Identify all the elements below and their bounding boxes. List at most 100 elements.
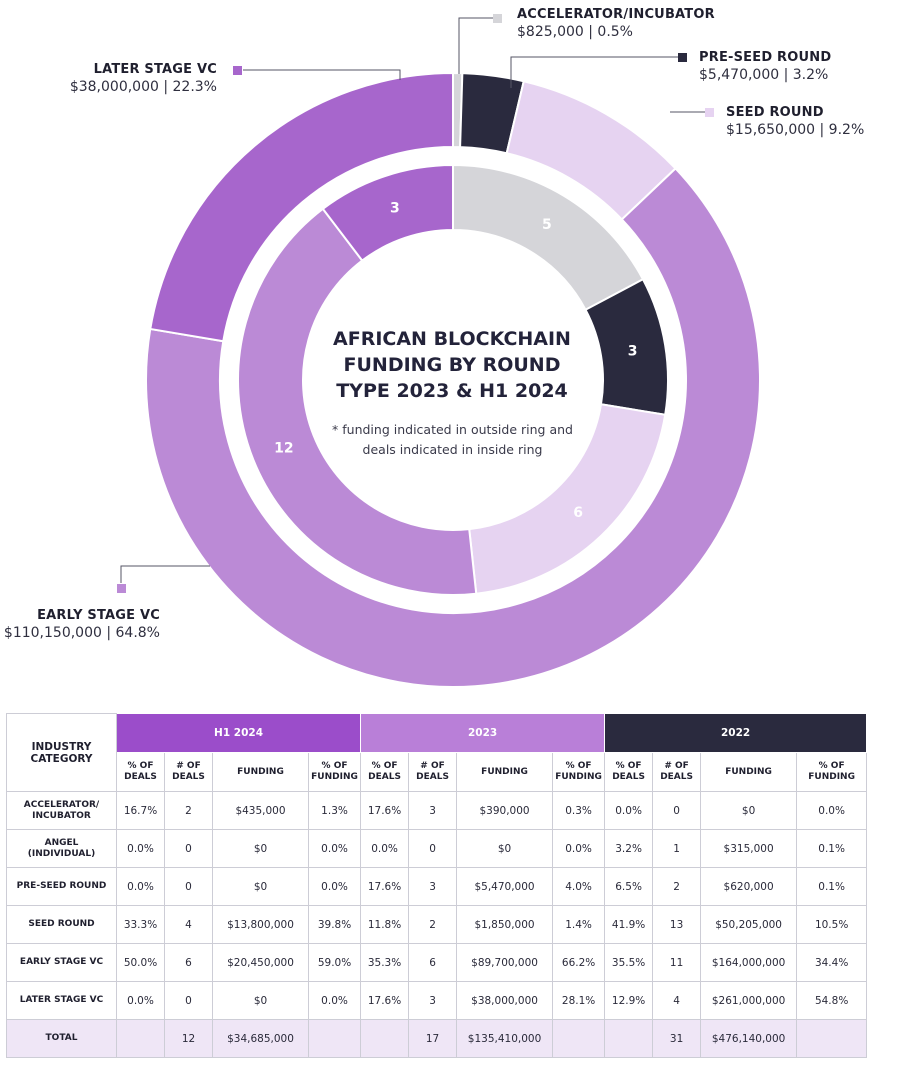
- legend-marker-later-stage: [233, 66, 242, 75]
- table-cell: 41.9%: [604, 905, 654, 944]
- total-row: TOTAL 12 $34,685,000 17 $135,410,000 31 $476,1…: [6, 1019, 868, 1058]
- table-cell: $38,000,000: [456, 981, 554, 1020]
- inner-ring-deals: [237, 163, 669, 596]
- sub-header-cell: # OF DEALS: [408, 752, 458, 792]
- label-accelerator: ACCELERATOR/INCUBATOR $825,000 | 0.5%: [517, 7, 715, 40]
- table-cell: 3.2%: [604, 829, 654, 868]
- table-cell: 12.9%: [604, 981, 654, 1020]
- header-line: INDUSTRY: [31, 740, 92, 753]
- table-cell: 28.1%: [552, 981, 606, 1020]
- table-cell: $50,205,000: [700, 905, 798, 944]
- table-cell: $20,450,000: [212, 943, 309, 982]
- table-row: LATER STAGE VC 0.0% 0 $0 0.0% 17.6% 3 $38,000,0…: [6, 981, 868, 1020]
- label-seed-value: $15,650,000 | 9.2%: [726, 122, 865, 138]
- table-cell: 6.5%: [604, 867, 654, 906]
- table-cell: $315,000: [700, 829, 798, 868]
- table-cell: $0: [700, 791, 798, 830]
- table-cell: 34.4%: [796, 943, 868, 982]
- table-cell: $34,685,000: [212, 1019, 309, 1058]
- sub-header-cell: % OF DEALS: [360, 752, 410, 792]
- table-cell: $261,000,000: [700, 981, 798, 1020]
- table-cell: 1: [652, 829, 702, 868]
- funding-donut-chart: 5 3 6 12 3: [117, 14, 761, 688]
- table-cell: [796, 1019, 868, 1058]
- table-cell: 0.0%: [796, 791, 868, 830]
- table-cell: 0: [652, 791, 702, 830]
- table-row: ACCELERATOR/INCUBATOR 16.7% 2 $435,000 1.3% 1…: [6, 791, 868, 830]
- label-later-stage: LATER STAGE VC $38,000,000 | 22.3%: [70, 62, 217, 95]
- leader-line-early-stage: [120, 565, 210, 583]
- chart-title-line: FUNDING BY ROUND: [343, 354, 561, 376]
- table-cell: 2: [652, 867, 702, 906]
- table-body: ACCELERATOR/INCUBATOR 16.7% 2 $435,000 1.3% 1…: [6, 791, 868, 1058]
- category-cell: PRE-SEED ROUND: [6, 867, 117, 906]
- chart-note-line: deals indicated in inside ring: [362, 442, 543, 457]
- table-cell: 0.3%: [552, 791, 606, 830]
- table-cell: 17: [408, 1019, 458, 1058]
- table-cell: 12: [164, 1019, 213, 1058]
- table-cell: 0.0%: [116, 829, 165, 868]
- table-cell: [116, 1019, 165, 1058]
- chart-title-line: TYPE 2023 & H1 2024: [336, 380, 568, 402]
- table-cell: 17.6%: [360, 981, 410, 1020]
- group-header-h1-2024: H1 2024: [115, 713, 362, 753]
- sub-header-cell: # OF DEALS: [164, 752, 213, 792]
- table-cell: 35.5%: [604, 943, 654, 982]
- sub-header-cell: % OF FUNDING: [307, 752, 362, 792]
- label-preseed: PRE-SEED ROUND $5,470,000 | 3.2%: [699, 50, 831, 83]
- sub-header-cell: FUNDING: [700, 752, 798, 792]
- label-preseed-name: PRE-SEED ROUND: [699, 50, 832, 65]
- header-line: CATEGORY: [30, 752, 93, 765]
- outer-ring-funding: [145, 71, 761, 688]
- sub-header-cell: # OF DEALS: [652, 752, 702, 792]
- table-cell: 35.3%: [360, 943, 410, 982]
- label-seed-name: SEED ROUND: [726, 105, 824, 120]
- label-early-stage-value: $110,150,000 | 64.8%: [3, 625, 160, 641]
- table-cell: [307, 1019, 362, 1058]
- table-cell: 10.5%: [796, 905, 868, 944]
- table-cell: 0.0%: [307, 981, 362, 1020]
- chart-title: AFRICAN BLOCKCHAIN FUNDING BY ROUND TYPE…: [312, 326, 592, 404]
- table-cell: 6: [408, 943, 458, 982]
- group-header-2023: 2023: [360, 713, 606, 753]
- table-row: SEED ROUND 33.3% 4 $13,800,000 39.8% 11.8% 2 $1…: [6, 905, 868, 944]
- table-cell: 31: [652, 1019, 702, 1058]
- outer-slice-early-stage-vc: [145, 167, 761, 688]
- table-cell: 16.7%: [116, 791, 165, 830]
- table-cell: 59.0%: [307, 943, 362, 982]
- legend-marker-preseed: [678, 53, 687, 62]
- sub-header-row: % OF DEALS # OF DEALS FUNDING% OF FUNDING% OF…: [7, 752, 868, 792]
- table-cell: 11.8%: [360, 905, 410, 944]
- table-cell: 2: [408, 905, 458, 944]
- table-cell: $5,470,000: [456, 867, 554, 906]
- table-cell: [360, 1019, 410, 1058]
- table-cell: $0: [212, 829, 309, 868]
- table-cell: 3: [408, 791, 458, 830]
- table-cell: $390,000: [456, 791, 554, 830]
- label-accelerator-value: $825,000 | 0.5%: [517, 24, 633, 40]
- table-cell: 0.1%: [796, 867, 868, 906]
- table-cell: 0: [164, 829, 213, 868]
- leader-line-preseed: [510, 56, 678, 88]
- label-accelerator-name: ACCELERATOR/INCUBATOR: [517, 7, 715, 22]
- table-row: PRE-SEED ROUND 0.0% 0 $0 0.0% 17.6% 3 $5,470,00…: [6, 867, 868, 906]
- table-cell: 3: [408, 867, 458, 906]
- table-cell: $0: [212, 867, 309, 906]
- table-cell: 11: [652, 943, 702, 982]
- funding-table: INDUSTRY CATEGORY H1 2024 2023 2022 % OF…: [6, 713, 868, 1058]
- table-cell: 0.0%: [116, 981, 165, 1020]
- outer-slice-later-stage-vc: [149, 71, 454, 343]
- sub-header-cell: % OF FUNDING: [552, 752, 606, 792]
- table-cell: 66.2%: [552, 943, 606, 982]
- deal-count-label: 5: [542, 217, 552, 233]
- sub-header-cell: % OF DEALS: [604, 752, 654, 792]
- table-cell: 0.0%: [360, 829, 410, 868]
- table-row: ANGEL (INDIVIDUAL) 0.0% 0 $0 0.0% 0.0% 0 $0 0.0% 3…: [6, 829, 868, 868]
- table-cell: 0: [408, 829, 458, 868]
- table-cell: 2: [164, 791, 213, 830]
- label-later-stage-name: LATER STAGE VC: [93, 62, 217, 77]
- label-preseed-value: $5,470,000 | 3.2%: [699, 67, 829, 83]
- table-cell: 4: [652, 981, 702, 1020]
- table-cell: 39.8%: [307, 905, 362, 944]
- chart-note: * funding indicated in outside ring and …: [315, 420, 590, 460]
